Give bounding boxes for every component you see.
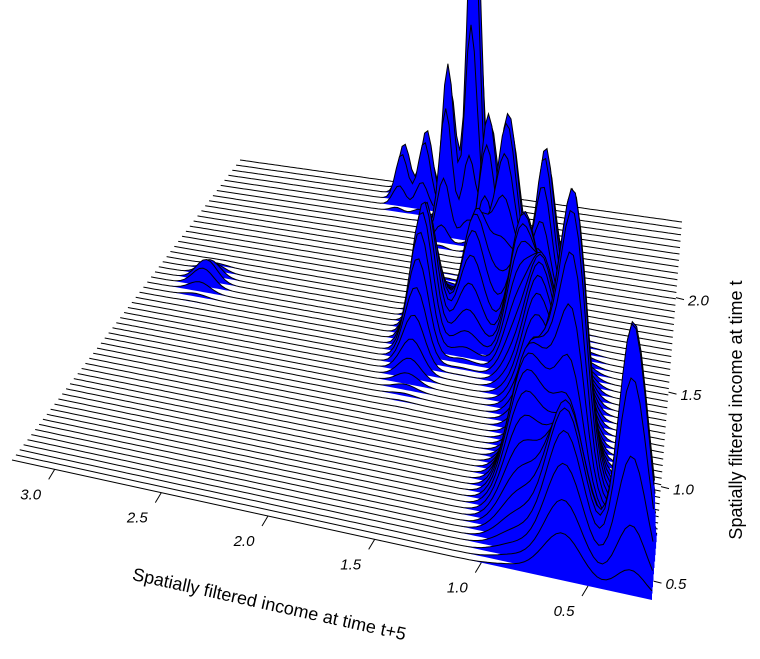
y-tick-label: 2.0 (687, 293, 710, 310)
y-tick-mark (653, 580, 662, 584)
x-axis-label: Spatially filtered income at time t+5 (131, 564, 408, 644)
surface-profile-line (201, 143, 677, 287)
x-tick-label: 2.0 (233, 533, 256, 550)
y-tick-mark (675, 297, 685, 301)
surface-profile-line (216, 24, 679, 261)
y-tick-mark (660, 486, 670, 490)
surface-profile-line (212, 108, 679, 268)
surface-profile-line (19, 449, 654, 549)
surface-profile-line (205, 111, 678, 281)
surface-profile-line (65, 209, 660, 511)
surface-profile-line (50, 368, 658, 535)
surface-fill-slice (12, 460, 652, 600)
x-tick-mark (474, 562, 482, 573)
y-tick-mark (668, 391, 677, 395)
x-tick-label: 1.0 (447, 580, 469, 597)
x-tick-mark (48, 469, 56, 480)
surface-profile-line (69, 187, 660, 505)
surface-profile-line (62, 251, 659, 518)
axis-ticks: 3.0 2.5 2.0 1.5 1.0 0.5 2.0 1.5 1.0 0.5 (20, 293, 709, 620)
surface-profile-line (209, 120, 678, 274)
surface-profile-line (54, 352, 658, 530)
x-tick-label: 3.0 (20, 486, 42, 503)
x-tick-mark (581, 585, 589, 597)
surface-fill-slice (209, 122, 678, 274)
surface-profile-line (15, 454, 653, 571)
x-tick-mark (368, 539, 376, 550)
surface-profile-line (58, 303, 659, 524)
surface-profile-line (46, 390, 657, 535)
surface-profile-line (27, 322, 655, 535)
y-axis-label: Spatially filtered income at time t (726, 280, 746, 539)
y-tick-label: 1.0 (673, 482, 695, 499)
x-tick-mark (154, 492, 162, 503)
x-tick-label: 2.5 (126, 510, 149, 527)
surface-profile-line (11, 459, 653, 592)
surface-slices (11, 0, 683, 600)
y-tick-label: 1.5 (681, 387, 703, 404)
x-tick-mark (261, 515, 269, 527)
x-tick-label: 1.5 (340, 556, 362, 573)
x-tick-label: 0.5 (554, 603, 576, 620)
surface-profile-line (31, 320, 655, 528)
surface-profile-line (23, 377, 654, 541)
y-tick-label: 0.5 (666, 576, 688, 593)
